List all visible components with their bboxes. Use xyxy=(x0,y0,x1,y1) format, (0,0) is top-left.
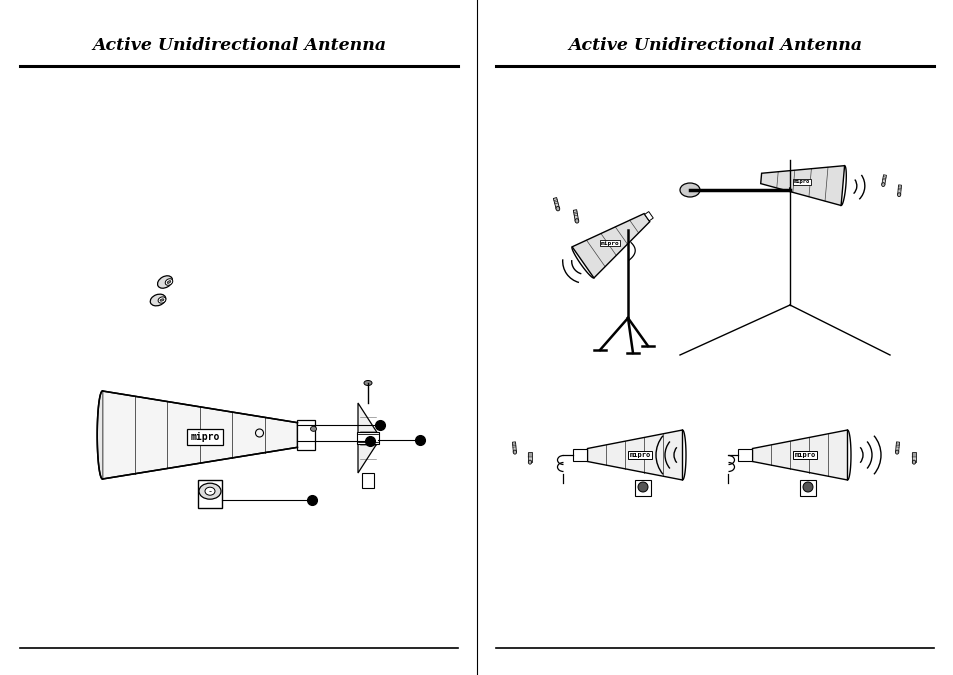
Text: Active Unidirectional Antenna: Active Unidirectional Antenna xyxy=(567,38,862,55)
Polygon shape xyxy=(357,403,377,473)
Ellipse shape xyxy=(167,281,171,284)
Ellipse shape xyxy=(165,279,172,286)
Ellipse shape xyxy=(679,183,700,197)
Ellipse shape xyxy=(199,483,221,499)
Text: mipro: mipro xyxy=(600,241,618,246)
Ellipse shape xyxy=(158,297,166,303)
Ellipse shape xyxy=(157,276,172,288)
Ellipse shape xyxy=(160,299,164,301)
Polygon shape xyxy=(102,391,297,479)
Polygon shape xyxy=(573,449,587,461)
Ellipse shape xyxy=(364,381,372,385)
Ellipse shape xyxy=(528,460,531,464)
FancyBboxPatch shape xyxy=(356,431,378,444)
Polygon shape xyxy=(897,185,901,195)
Ellipse shape xyxy=(911,460,915,464)
Polygon shape xyxy=(895,442,899,452)
Polygon shape xyxy=(911,452,915,462)
Polygon shape xyxy=(512,442,516,452)
Ellipse shape xyxy=(575,219,578,223)
Ellipse shape xyxy=(513,450,517,454)
Polygon shape xyxy=(97,391,102,479)
Circle shape xyxy=(802,482,812,492)
Polygon shape xyxy=(800,480,815,496)
Polygon shape xyxy=(587,430,681,480)
Ellipse shape xyxy=(150,294,166,306)
Ellipse shape xyxy=(895,450,898,454)
Polygon shape xyxy=(738,449,752,461)
Polygon shape xyxy=(881,175,885,185)
Ellipse shape xyxy=(897,193,900,196)
Text: mipro: mipro xyxy=(793,180,809,184)
Polygon shape xyxy=(528,452,531,462)
Polygon shape xyxy=(752,430,846,480)
Text: mipro: mipro xyxy=(190,432,219,442)
Ellipse shape xyxy=(310,427,316,431)
Polygon shape xyxy=(553,198,558,209)
Text: mipro: mipro xyxy=(629,452,650,458)
Text: -: - xyxy=(209,487,212,495)
Text: Active Unidirectional Antenna: Active Unidirectional Antenna xyxy=(91,38,386,55)
Polygon shape xyxy=(361,473,374,488)
Polygon shape xyxy=(572,213,649,278)
Polygon shape xyxy=(635,480,650,496)
Polygon shape xyxy=(644,211,653,221)
Ellipse shape xyxy=(556,207,559,211)
Ellipse shape xyxy=(205,487,214,495)
Polygon shape xyxy=(573,210,578,221)
Polygon shape xyxy=(198,480,222,508)
Text: mipro: mipro xyxy=(794,452,815,458)
Ellipse shape xyxy=(881,183,884,186)
Polygon shape xyxy=(297,420,315,450)
Circle shape xyxy=(638,482,647,492)
Polygon shape xyxy=(760,165,843,205)
